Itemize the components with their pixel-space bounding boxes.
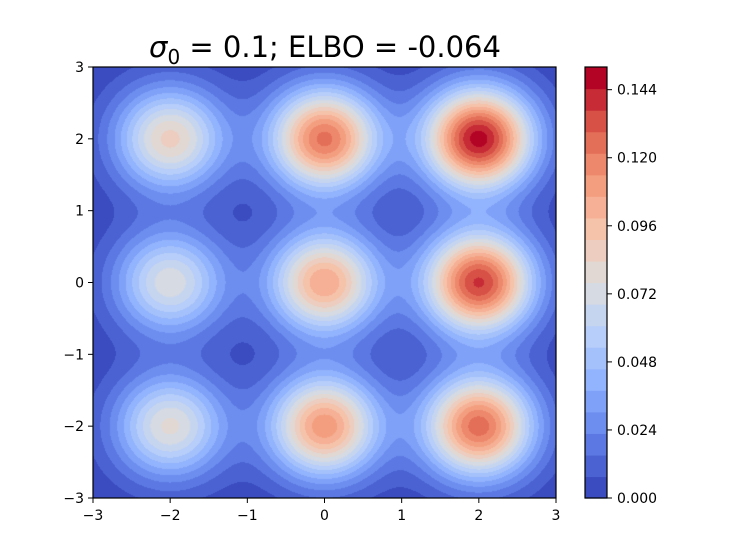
y-tick-label: −2 [63, 419, 84, 435]
colorbar-band [585, 476, 607, 499]
title-subscript: 0 [167, 45, 180, 69]
y-tick-label: 2 [75, 132, 84, 148]
x-tick-label: 0 [320, 508, 329, 524]
colorbar-band [585, 390, 607, 413]
colorbar-band [585, 304, 607, 327]
colorbar-tick-label: 0.048 [617, 355, 657, 371]
colorbar-band [585, 239, 607, 262]
y-tick-label: 3 [75, 60, 84, 76]
colorbar-band [585, 196, 607, 219]
colorbar-band [585, 347, 607, 370]
colorbar-bands [585, 67, 607, 499]
y-tick-label: −3 [63, 491, 84, 507]
title-sigma: σ [149, 30, 169, 64]
y-tick-label: 1 [75, 204, 84, 220]
colorbar-band [585, 110, 607, 133]
x-tick-label: −3 [83, 508, 104, 524]
colorbar-band [585, 411, 607, 434]
y-tick-label: −1 [63, 347, 84, 363]
colorbar-tick-label: 0.024 [617, 423, 657, 439]
colorbar-band [585, 174, 607, 197]
colorbar-band [585, 153, 607, 176]
contour-field [93, 67, 556, 498]
x-axis: −3 −2 −1 0 1 2 3 [83, 498, 561, 524]
colorbar-band [585, 131, 607, 154]
y-tick-label: 0 [75, 276, 84, 292]
title-rest: = 0.1; ELBO = -0.064 [180, 30, 501, 64]
colorbar-axis: 0.000 0.024 0.048 0.072 0.096 0.120 0.144 [607, 83, 657, 507]
colorbar-band [585, 88, 607, 111]
y-axis: −3 −2 −1 0 1 2 3 [63, 60, 93, 507]
plot-area: −3 −2 −1 0 1 2 3 −3 −2 −1 0 1 2 3 [63, 60, 560, 524]
colorbar-tick-label: 0.072 [617, 287, 657, 303]
chart-title: σ0 = 0.1; ELBO = -0.064 [149, 30, 501, 69]
colorbar-frame [584, 66, 608, 499]
colorbar-band [585, 433, 607, 456]
colorbar-band [585, 217, 607, 240]
colorbar-band [585, 282, 607, 305]
colorbar-tick-label: 0.120 [617, 151, 657, 167]
colorbar-band [585, 325, 607, 348]
x-tick-label: −2 [160, 508, 181, 524]
colorbar-tick-label: 0.096 [617, 219, 657, 235]
colorbar-band [585, 454, 607, 478]
colorbar-band [585, 260, 607, 284]
colorbar-tick-label: 0.000 [617, 491, 657, 507]
x-tick-label: 3 [552, 508, 561, 524]
colorbar: 0.000 0.024 0.048 0.072 0.096 0.120 0.144 [584, 66, 657, 507]
colorbar-tick-label: 0.144 [617, 83, 657, 99]
colorbar-band [585, 67, 607, 90]
x-tick-label: 1 [397, 508, 406, 524]
x-tick-label: −1 [237, 508, 258, 524]
colorbar-band [585, 368, 607, 391]
x-tick-label: 2 [474, 508, 483, 524]
